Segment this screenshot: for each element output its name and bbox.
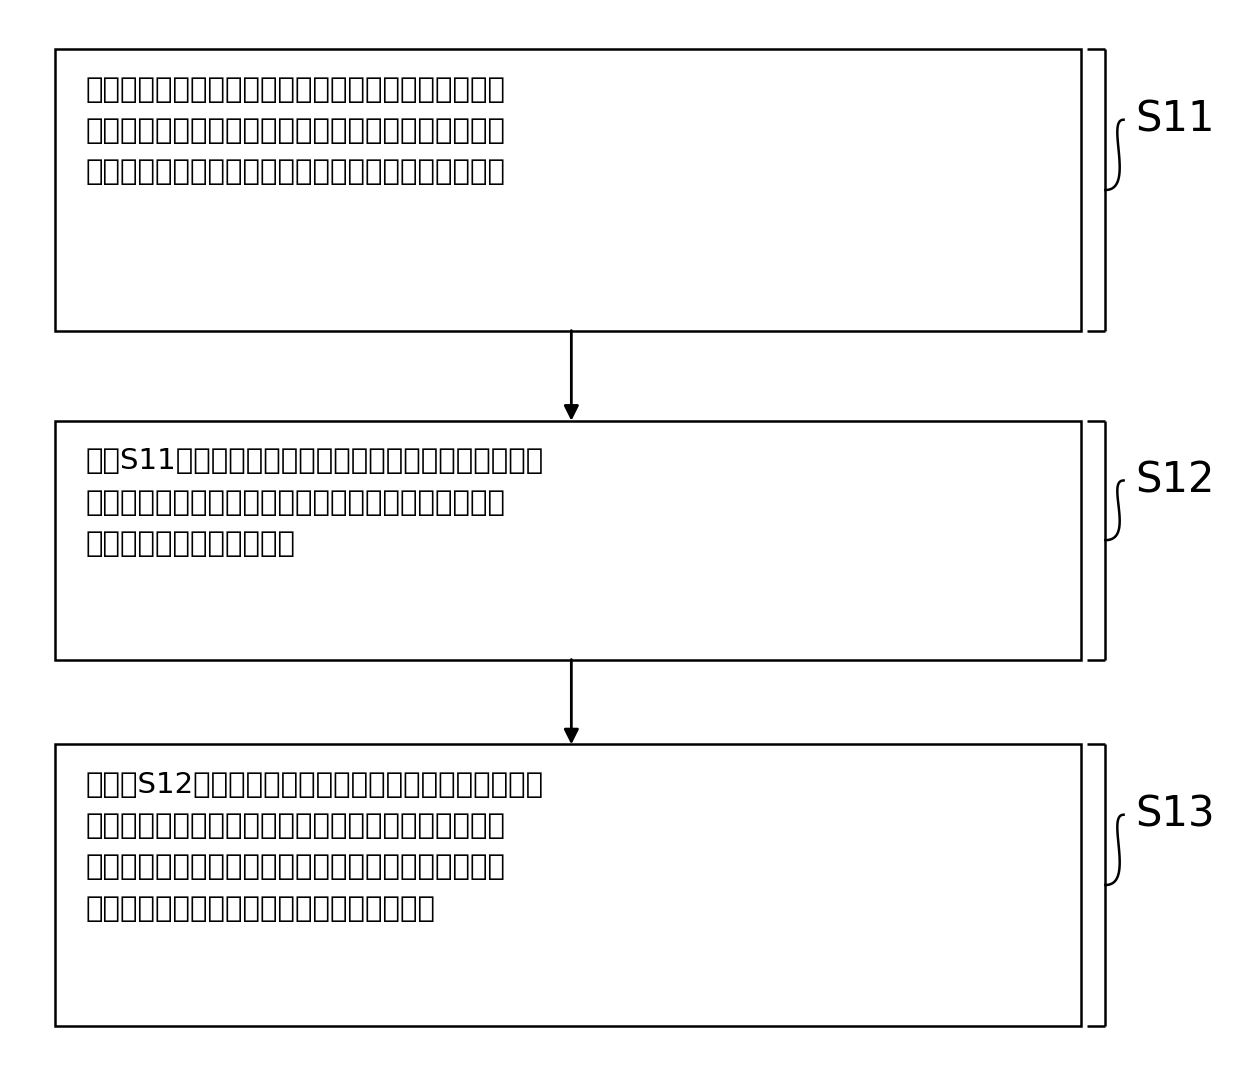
Text: 对所述S12中建立的控制系统进行闭环分析，分别得出受
正序独立外部扰动下以及负序独立外部扰动下的变流器
的等效正、负序阻抗模型以及交流电网的等效正、负序
阻抗模: 对所述S12中建立的控制系统进行闭环分析，分别得出受 正序独立外部扰动下以及负序…	[86, 771, 544, 922]
Bar	[56, 49, 1081, 331]
Text: S11: S11	[1136, 99, 1215, 141]
Text: 分析S11建立的所述多维阻抗模型的耦合特性，建立所述
多维阻抗模型的控制系统，包括：正序通路、负序通路
以及两者之间的耦合通路；: 分析S11建立的所述多维阻抗模型的耦合特性，建立所述 多维阻抗模型的控制系统，包…	[86, 447, 544, 558]
Text: S12: S12	[1136, 459, 1215, 501]
Bar	[56, 744, 1081, 1026]
Bar	[56, 420, 1081, 660]
Text: 以并网点作为系统分割点，分别建立变流器的正、负序
阻抗模型以及交流电网的正、负序阻抗模型；建立的变
流器的正、负序阻抗模型为多维阻抗模型且存在耦合；: 以并网点作为系统分割点，分别建立变流器的正、负序 阻抗模型以及交流电网的正、负序…	[86, 76, 506, 186]
Text: S13: S13	[1136, 793, 1215, 835]
